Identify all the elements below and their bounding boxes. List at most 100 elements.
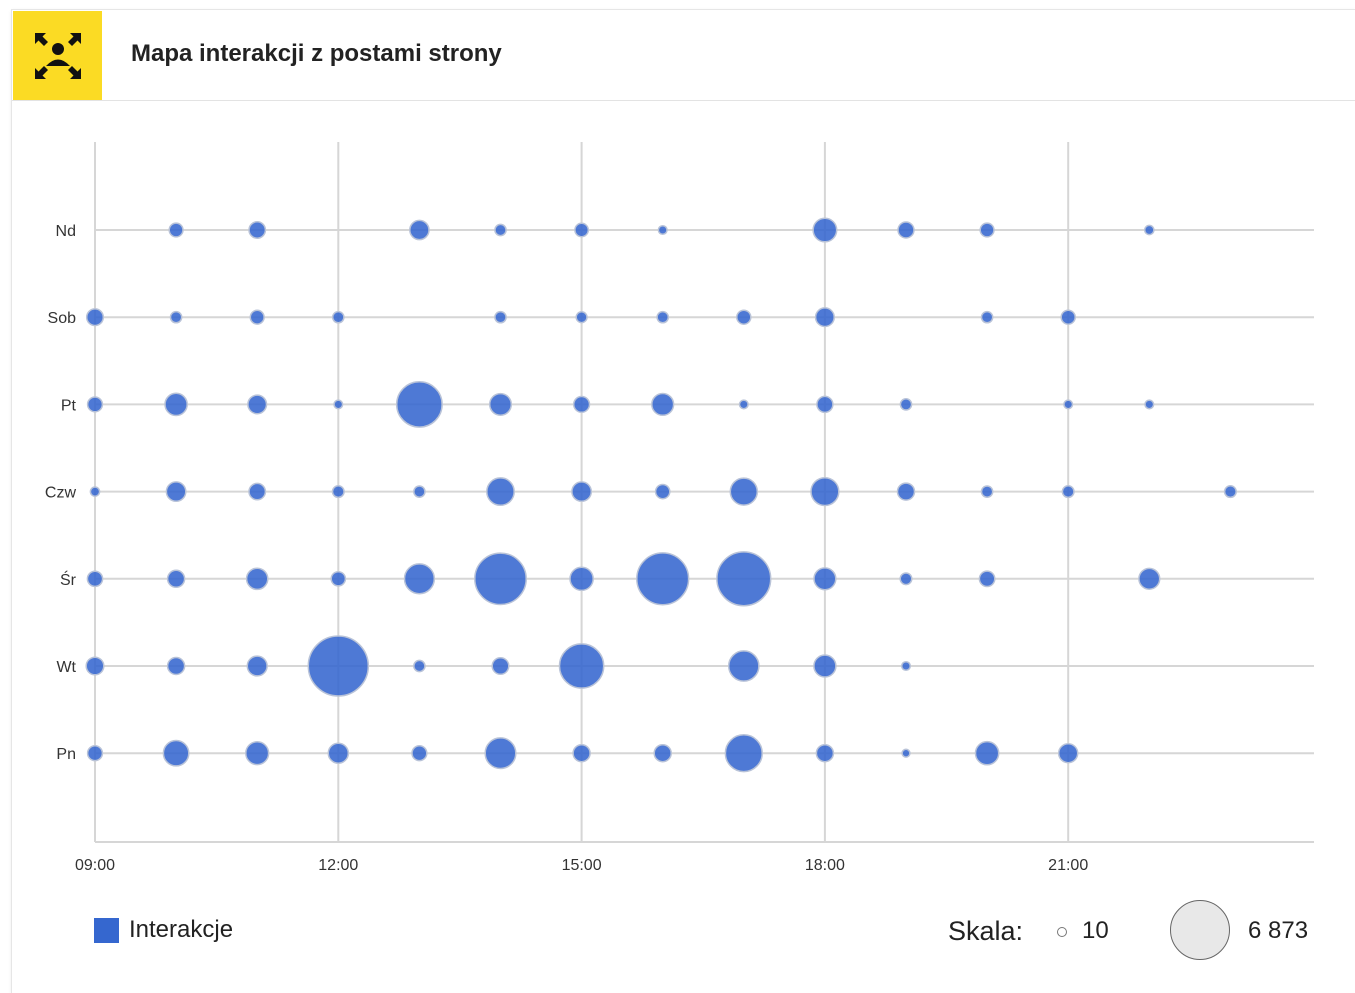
bubble[interactable] bbox=[333, 399, 344, 410]
bubble[interactable] bbox=[900, 660, 912, 672]
bubble[interactable] bbox=[572, 743, 591, 763]
bubble[interactable] bbox=[901, 748, 911, 758]
bubble[interactable] bbox=[248, 221, 267, 239]
bubble[interactable] bbox=[814, 307, 835, 328]
bubble[interactable] bbox=[724, 734, 763, 773]
bubble[interactable] bbox=[654, 483, 671, 500]
bubble[interactable] bbox=[1063, 399, 1074, 410]
bubble[interactable] bbox=[85, 308, 105, 327]
bubble[interactable] bbox=[738, 399, 749, 410]
bubble[interactable] bbox=[1061, 485, 1075, 499]
bubble[interactable] bbox=[168, 222, 184, 238]
bubble[interactable] bbox=[247, 394, 268, 415]
bubble[interactable] bbox=[245, 567, 269, 591]
bubble[interactable] bbox=[248, 482, 267, 501]
chart-card: Mapa interakcji z postami strony Pn Wt Śr C… bbox=[12, 10, 1355, 993]
bubble[interactable] bbox=[85, 656, 105, 676]
bubble[interactable] bbox=[413, 659, 426, 673]
bubble[interactable] bbox=[812, 217, 838, 243]
bubble[interactable] bbox=[246, 655, 268, 677]
label-layer: Pn Wt Śr Czw Pt Sob Nd 09:00 12:00 15:00 18:00 21:0… bbox=[45, 223, 1088, 874]
bubble[interactable] bbox=[899, 572, 913, 586]
bubble[interactable] bbox=[166, 656, 186, 676]
bubble[interactable] bbox=[657, 224, 668, 236]
bubble[interactable] bbox=[813, 567, 837, 591]
bubble[interactable] bbox=[727, 650, 760, 682]
bubble[interactable] bbox=[169, 310, 183, 324]
bubble[interactable] bbox=[813, 654, 837, 678]
bubble[interactable] bbox=[653, 743, 672, 763]
bubble[interactable] bbox=[488, 392, 513, 416]
bubble[interactable] bbox=[249, 309, 265, 325]
bubble[interactable] bbox=[1057, 742, 1079, 764]
bubble[interactable] bbox=[327, 742, 350, 764]
scale-min-circle bbox=[1057, 927, 1067, 937]
bubble[interactable] bbox=[651, 392, 675, 417]
bubble[interactable] bbox=[331, 485, 345, 499]
bubble[interactable] bbox=[1223, 485, 1237, 499]
bubble[interactable] bbox=[558, 643, 605, 689]
bubble[interactable] bbox=[307, 635, 370, 697]
bubble[interactable] bbox=[491, 656, 510, 676]
bubble[interactable] bbox=[494, 223, 507, 237]
bubble[interactable] bbox=[575, 311, 588, 324]
scale-max-circle bbox=[1170, 900, 1230, 960]
bubble[interactable] bbox=[1144, 399, 1155, 410]
bubble[interactable] bbox=[484, 737, 517, 770]
bubble[interactable] bbox=[810, 476, 840, 507]
x-tick-label: 18:00 bbox=[805, 857, 845, 874]
bubble[interactable] bbox=[980, 310, 994, 324]
y-tick-label: Pn bbox=[56, 746, 76, 763]
x-tick-label: 21:00 bbox=[1048, 857, 1088, 874]
bubble[interactable] bbox=[729, 477, 759, 506]
bubble[interactable] bbox=[494, 310, 507, 324]
bubble[interactable] bbox=[816, 395, 834, 414]
bubble[interactable] bbox=[815, 743, 835, 763]
bubble[interactable] bbox=[974, 740, 1000, 766]
bubble[interactable] bbox=[569, 566, 594, 592]
bubble[interactable] bbox=[1138, 567, 1161, 590]
bubble[interactable] bbox=[716, 551, 772, 607]
bubble[interactable] bbox=[979, 222, 995, 238]
bubble[interactable] bbox=[899, 398, 913, 411]
scale-max-value: 6 873 bbox=[1248, 917, 1309, 944]
bubble[interactable] bbox=[86, 745, 104, 762]
bubble[interactable] bbox=[1143, 224, 1155, 236]
bubble[interactable] bbox=[403, 563, 436, 595]
bubble[interactable] bbox=[166, 569, 186, 589]
bubble[interactable] bbox=[86, 396, 104, 413]
bubble[interactable] bbox=[162, 739, 190, 767]
bubble[interactable] bbox=[736, 309, 752, 325]
bubble[interactable] bbox=[1060, 309, 1076, 325]
bubble[interactable] bbox=[980, 485, 994, 498]
bubble[interactable] bbox=[331, 310, 345, 324]
y-tick-label: Śr bbox=[60, 570, 77, 589]
bubble[interactable] bbox=[413, 485, 426, 498]
bubble[interactable] bbox=[574, 222, 590, 238]
legend-label: Interakcje bbox=[129, 916, 234, 943]
bubble[interactable] bbox=[572, 395, 591, 414]
bubble[interactable] bbox=[897, 221, 915, 239]
bubble[interactable] bbox=[245, 741, 270, 766]
bubble[interactable] bbox=[896, 482, 916, 501]
bubble[interactable] bbox=[474, 552, 527, 606]
bubble[interactable] bbox=[164, 392, 188, 417]
bubble[interactable] bbox=[330, 570, 347, 587]
bubble[interactable] bbox=[571, 481, 593, 503]
bubble[interactable] bbox=[486, 477, 515, 507]
y-tick-label: Sob bbox=[48, 310, 77, 327]
x-tick-label: 12:00 bbox=[318, 857, 358, 874]
bubble[interactable] bbox=[395, 380, 443, 428]
bubble[interactable] bbox=[656, 310, 670, 324]
bubble[interactable] bbox=[411, 745, 428, 762]
bubble[interactable] bbox=[165, 481, 187, 503]
y-tick-label: Pt bbox=[61, 397, 77, 414]
legend-swatch bbox=[94, 917, 119, 943]
bubble[interactable] bbox=[409, 219, 430, 241]
bubble[interactable] bbox=[978, 570, 996, 588]
bubble[interactable] bbox=[86, 570, 104, 588]
bubble[interactable] bbox=[89, 486, 101, 497]
y-tick-label: Wt bbox=[56, 659, 76, 676]
x-tick-label: 09:00 bbox=[75, 857, 115, 874]
bubble[interactable] bbox=[636, 552, 690, 606]
